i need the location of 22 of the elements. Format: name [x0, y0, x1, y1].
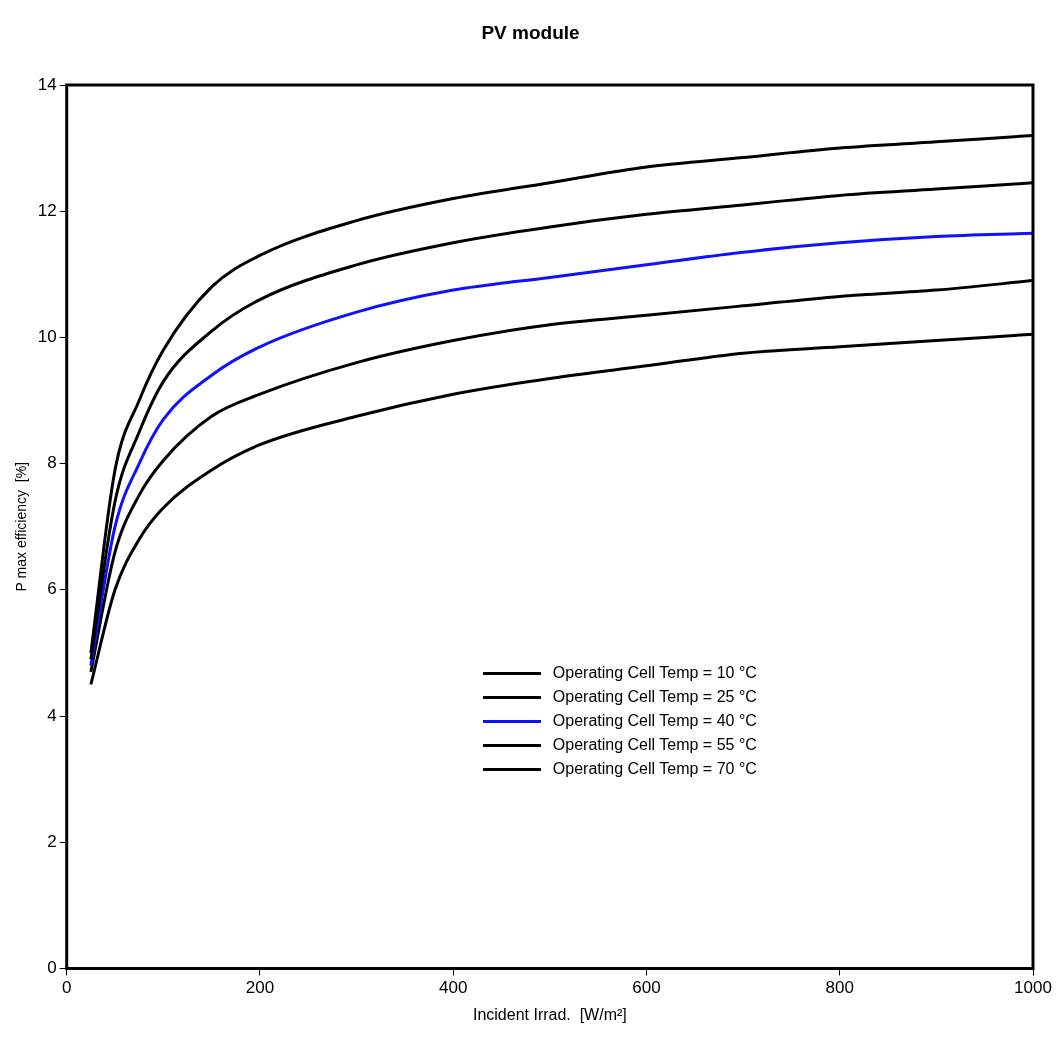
x-tick-label: 600	[632, 978, 661, 998]
y-tick-label: 2	[47, 831, 57, 851]
legend-label: Operating Cell Temp = 25 °C	[552, 687, 757, 708]
x-axis-title: Incident Irrad. [W/m²]	[472, 1005, 627, 1023]
y-tick-label: 6	[47, 579, 57, 599]
legend-label: Operating Cell Temp = 55 °C	[552, 735, 757, 756]
y-tick-label: 10	[37, 327, 57, 347]
x-tick-label: 400	[439, 978, 468, 998]
chart-title: PV module	[480, 22, 581, 44]
legend-label: Operating Cell Temp = 40 °C	[552, 711, 757, 732]
x-tick-label: 800	[825, 978, 854, 998]
x-tick-label: 200	[245, 978, 275, 998]
y-axis-title: P max efficiency [%]	[13, 461, 30, 592]
legend-label: Operating Cell Temp = 10 °C	[552, 663, 757, 684]
x-tick-label: 0	[61, 978, 72, 998]
legend-label: Operating Cell Temp = 70 °C	[552, 759, 757, 780]
y-tick-label: 12	[37, 200, 57, 220]
y-tick-label: 8	[47, 453, 57, 473]
y-tick-label: 0	[47, 958, 57, 978]
x-tick-label: 1000	[1014, 978, 1052, 998]
y-tick-label: 14	[37, 74, 57, 94]
y-tick-label: 4	[47, 705, 57, 725]
